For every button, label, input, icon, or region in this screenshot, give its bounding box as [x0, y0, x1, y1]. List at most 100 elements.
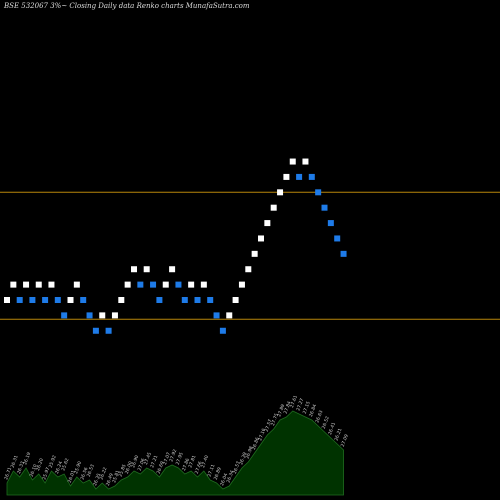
- volume-price-label: 26.89: [213, 466, 223, 480]
- volume-price-label: 27.45: [143, 451, 153, 465]
- volume-price-label: 26.39: [238, 451, 248, 465]
- renko-brick-down: [175, 281, 182, 288]
- volume-area-fill: [6, 410, 344, 496]
- volume-price-label: 26.31: [10, 454, 20, 468]
- renko-brick-up: [226, 312, 233, 319]
- renko-brick-up: [289, 158, 296, 165]
- volume-price-label: 27.86: [181, 457, 191, 471]
- volume-price-label: 27.40: [200, 454, 210, 468]
- volume-price-label: 27.07: [162, 451, 172, 465]
- renko-brick-up: [238, 281, 245, 288]
- volume-price-label: 26.69: [156, 460, 166, 474]
- renko-brick-down: [340, 250, 347, 257]
- volume-price-label: 26.10: [29, 463, 39, 477]
- renko-brick-up: [169, 266, 176, 273]
- renko-brick-down: [54, 297, 61, 303]
- renko-brick-down: [308, 173, 315, 180]
- volume-price-label: 26.84: [308, 403, 318, 417]
- volume-price-label: 26.57: [232, 460, 242, 474]
- reference-lines: [0, 191, 500, 320]
- renko-brick-up: [302, 158, 309, 165]
- renko-brick-up: [143, 266, 150, 273]
- volume-price-label: 26.53: [86, 463, 96, 477]
- renko-brick-up: [188, 281, 195, 288]
- volume-price-label: 26.00: [124, 460, 134, 474]
- renko-brick-down: [42, 297, 49, 303]
- renko-brick-down: [213, 312, 220, 319]
- renko-brick-down: [86, 312, 93, 319]
- volume-price-label: 25.90: [73, 460, 83, 474]
- renko-brick-up: [258, 235, 264, 242]
- renko-brick-up: [245, 266, 252, 273]
- renko-brick-down: [29, 297, 36, 303]
- volume-price-label: 26.90: [130, 454, 140, 468]
- volume-price-label: 26.04: [219, 472, 229, 486]
- volume-price-label: 27.15: [302, 400, 312, 414]
- volume-price-label: 26.33: [16, 460, 26, 474]
- renko-brick-down: [334, 235, 341, 242]
- volume-price-label: 27.61: [289, 394, 299, 408]
- volume-price-label: 26.35: [92, 472, 102, 486]
- volume-price-label: 27.21: [149, 454, 159, 468]
- volume-price-label: 27.84: [283, 400, 293, 414]
- renko-brick-down: [219, 327, 226, 334]
- renko-brick-up: [232, 297, 239, 303]
- volume-price-label: 27.57: [264, 418, 274, 432]
- volume-price-label: 25.81: [111, 469, 121, 483]
- renko-brick-up: [35, 281, 42, 288]
- volume-price-label: 27.66: [194, 460, 204, 474]
- renko-brick-down: [92, 327, 99, 334]
- volume-price-label: 26.56: [79, 466, 89, 480]
- volume-price-label: 26.71: [3, 466, 13, 480]
- renko-brick-up: [200, 281, 207, 288]
- chart-title: BSE 532067 3%~ Closing Daily data Renko …: [4, 2, 250, 10]
- renko-brick-up: [251, 250, 258, 257]
- renko-brick-up: [283, 173, 290, 180]
- volume-price-label: 26.98: [245, 445, 255, 459]
- volume-price-label: 25.62: [60, 457, 70, 471]
- renko-brick-up: [67, 297, 74, 303]
- volume-price-label: 27.11: [206, 463, 216, 477]
- volume-price-label: 26.19: [22, 451, 32, 465]
- volume-price-label: 27.06: [137, 457, 147, 471]
- volume-price-label: 26.01: [67, 469, 77, 483]
- renko-brick-up: [99, 312, 106, 319]
- volume-price-label: 25.92: [48, 454, 58, 468]
- renko-brick-up: [48, 281, 55, 288]
- renko-brick-up: [10, 281, 17, 288]
- volume-price-label: 26.20: [35, 457, 45, 471]
- renko-brick-up: [270, 204, 277, 211]
- renko-brick-up: [131, 266, 137, 273]
- volume-price-label: 25.97: [41, 466, 51, 480]
- renko-brick-down: [156, 297, 163, 303]
- renko-brick-down: [315, 189, 322, 196]
- renko-brick-down: [321, 204, 328, 211]
- volume-price-label: 26.24: [54, 460, 64, 474]
- volume-price-label: 26.34: [225, 469, 235, 483]
- volume-price-label: 27.09: [340, 433, 350, 447]
- volume-price-label: 26.21: [333, 427, 343, 441]
- volume-price-label: 27.95: [175, 451, 185, 465]
- renko-brick-up: [4, 297, 10, 303]
- renko-brick-down: [105, 327, 112, 334]
- renko-brick-down: [296, 173, 303, 180]
- renko-brick-down: [61, 312, 68, 319]
- renko-brick-down: [327, 220, 334, 227]
- renko-bricks: [4, 158, 347, 334]
- volume-price-label: 26.41: [327, 421, 337, 435]
- renko-brick-down: [137, 281, 144, 288]
- renko-brick-down: [80, 297, 87, 303]
- volume-price-label: 26.22: [98, 466, 108, 480]
- volume-price-label: 27.89: [276, 403, 286, 417]
- volume-price-label: 27.75: [270, 412, 280, 426]
- volume-price-label: 27.92: [168, 448, 178, 462]
- renko-brick-up: [162, 281, 169, 288]
- renko-brick-down: [181, 297, 188, 303]
- renko-brick-up: [264, 220, 271, 227]
- volume-area: 26.7126.3126.3326.1926.1026.2025.9725.92…: [3, 394, 350, 496]
- volume-price-label: 26.49: [105, 472, 115, 486]
- volume-price-label: 27.16: [257, 427, 267, 441]
- renko-brick-up: [277, 189, 284, 196]
- renko-brick-down: [194, 297, 201, 303]
